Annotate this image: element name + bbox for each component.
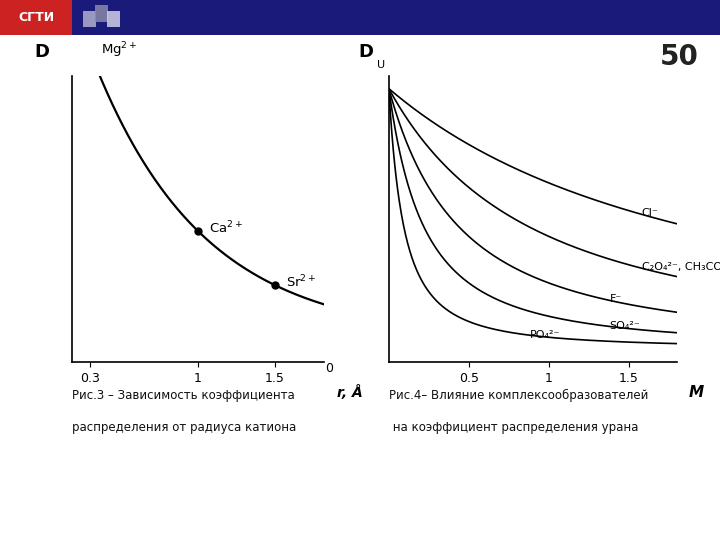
Text: SO₄²⁻: SO₄²⁻ [610, 321, 640, 331]
Text: 0: 0 [325, 362, 333, 375]
Text: Рис.4– Влияние комплексообразователей: Рис.4– Влияние комплексообразователей [389, 389, 648, 402]
Text: Рис.3 – Зависимость коэффициента: Рис.3 – Зависимость коэффициента [72, 389, 294, 402]
Text: Ca$^{2+}$: Ca$^{2+}$ [209, 220, 243, 237]
Text: Sr$^{2+}$: Sr$^{2+}$ [286, 274, 316, 291]
Text: D: D [359, 43, 373, 61]
Text: D: D [35, 43, 49, 61]
Text: на коэффициент распределения урана: на коэффициент распределения урана [389, 421, 638, 434]
Text: r, Å: r, Å [336, 384, 362, 400]
Text: M: M [688, 384, 703, 400]
Text: СГТИ: СГТИ [18, 11, 54, 24]
Text: PO₄²⁻: PO₄²⁻ [530, 329, 560, 340]
Text: 50: 50 [660, 43, 698, 71]
Text: распределения от радиуса катиона: распределения от радиуса катиона [72, 421, 296, 434]
Text: Cl⁻: Cl⁻ [642, 208, 658, 218]
Text: U: U [377, 60, 385, 70]
Text: C₂O₄²⁻, CH₃COO⁻: C₂O₄²⁻, CH₃COO⁻ [642, 262, 720, 272]
Text: F⁻: F⁻ [610, 294, 622, 305]
Text: Mg$^{2+}$: Mg$^{2+}$ [102, 40, 138, 59]
